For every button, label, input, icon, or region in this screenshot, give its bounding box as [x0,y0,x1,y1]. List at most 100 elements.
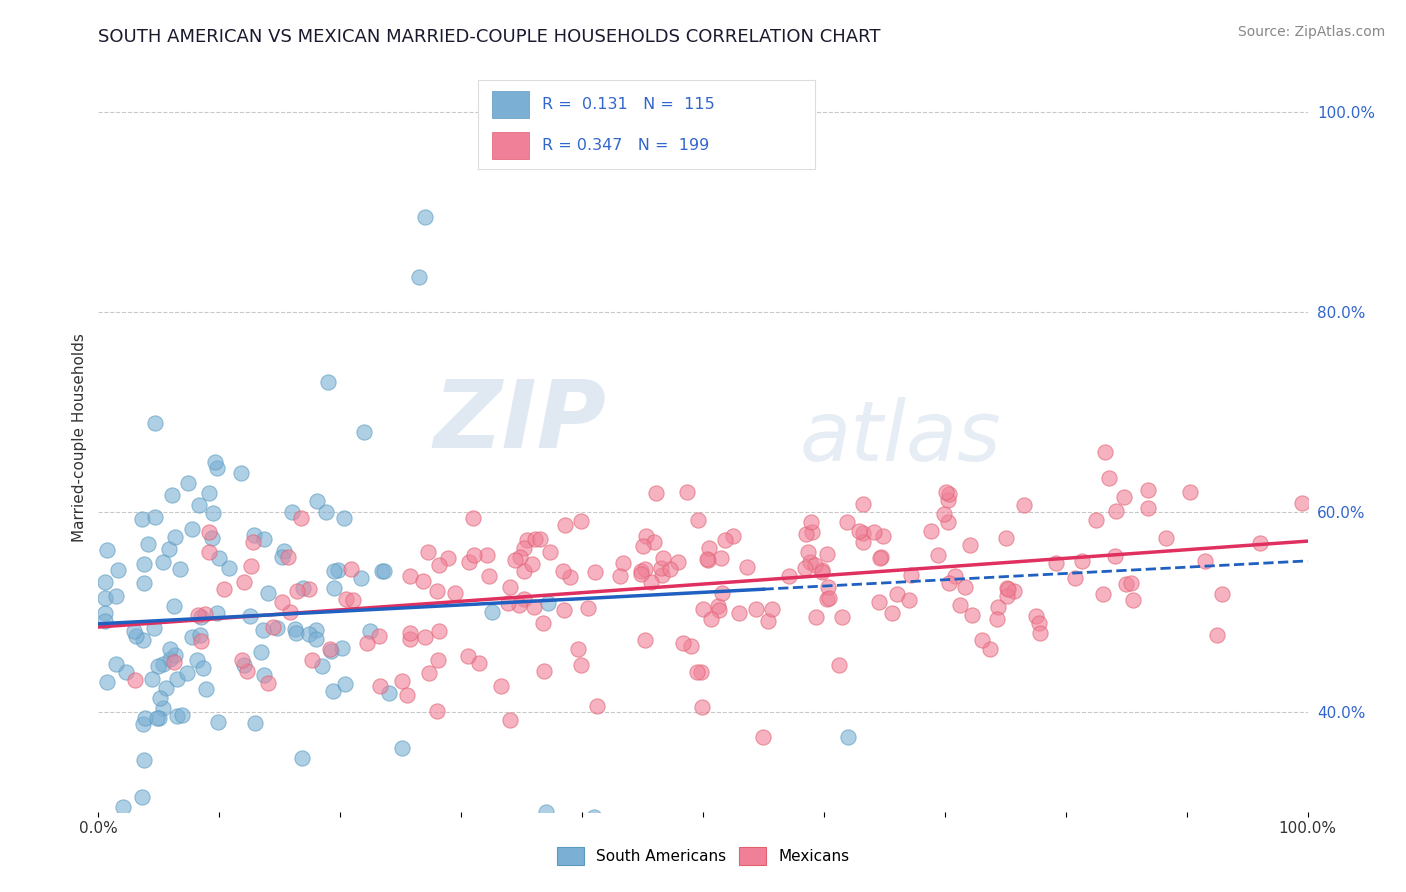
Point [553,602,575,616]
Point [104,589,127,603]
Point [188,627,211,641]
Point [201,507,224,521]
Point [583,810,606,824]
Point [205,606,228,620]
Point [186,653,208,667]
Point [1012,498,1035,512]
Point [193,607,215,621]
Point [987,599,1010,614]
Point [707,603,730,617]
Point [319,641,342,656]
Point [1249,536,1271,550]
Point [636,529,658,543]
Point [835,516,858,530]
Point [935,485,957,500]
Point [531,615,554,630]
Point [305,632,328,646]
Point [148,659,170,673]
Point [243,528,266,542]
Point [232,574,254,589]
Point [675,484,697,499]
Point [1029,626,1052,640]
Point [391,673,413,688]
Point [583,565,606,579]
Point [496,596,519,610]
Point [207,461,229,475]
Point [122,624,145,638]
Point [898,593,921,607]
Point [94,591,117,606]
Point [972,632,994,647]
Point [91,844,114,858]
Point [513,591,536,606]
Point [371,564,394,578]
Point [190,633,212,648]
Point [869,551,891,566]
Point [124,673,146,687]
Point [900,568,922,582]
Point [427,624,450,638]
Point [239,608,262,623]
Point [323,564,346,578]
Point [195,681,218,696]
Point [696,552,718,566]
Point [475,548,498,562]
Point [707,599,730,614]
Point [301,653,323,667]
Point [271,595,294,609]
Point [207,714,229,729]
Point [815,592,838,607]
Point [257,585,280,599]
Point [284,625,307,640]
Point [503,553,526,567]
Point [689,665,711,679]
Point [1115,576,1137,591]
Point [936,492,959,507]
Point [321,644,343,658]
Point [169,562,191,576]
Point [132,717,155,731]
Point [529,532,551,546]
Point [756,614,779,628]
Point [427,653,450,667]
Point [643,534,665,549]
Point [848,524,870,538]
Point [152,657,174,672]
Point [576,601,599,615]
Point [204,455,226,469]
Point [1084,513,1107,527]
Point [815,547,838,561]
Point [1211,587,1233,601]
Point [679,639,702,653]
Point [553,564,575,578]
Point [688,513,710,527]
Text: ZIP: ZIP [433,376,606,468]
Point [880,606,903,620]
Point [1025,609,1047,624]
Point [938,576,960,591]
Point [644,486,666,500]
Point [516,533,538,547]
Point [236,665,259,679]
Point [399,569,422,583]
Point [735,559,758,574]
Point [863,525,886,540]
Point [927,548,949,562]
Point [522,557,544,571]
Point [311,658,333,673]
Point [142,621,165,635]
Point [191,661,214,675]
Point [335,591,357,606]
Point [499,580,522,594]
Point [391,741,413,756]
Point [872,529,894,543]
Text: Source: ZipAtlas.com: Source: ZipAtlas.com [1237,25,1385,39]
Point [281,505,304,519]
Point [538,545,561,559]
Point [811,565,834,579]
Point [359,624,381,638]
Point [94,606,117,620]
Point [810,563,832,577]
Point [396,689,419,703]
Point [163,655,186,669]
